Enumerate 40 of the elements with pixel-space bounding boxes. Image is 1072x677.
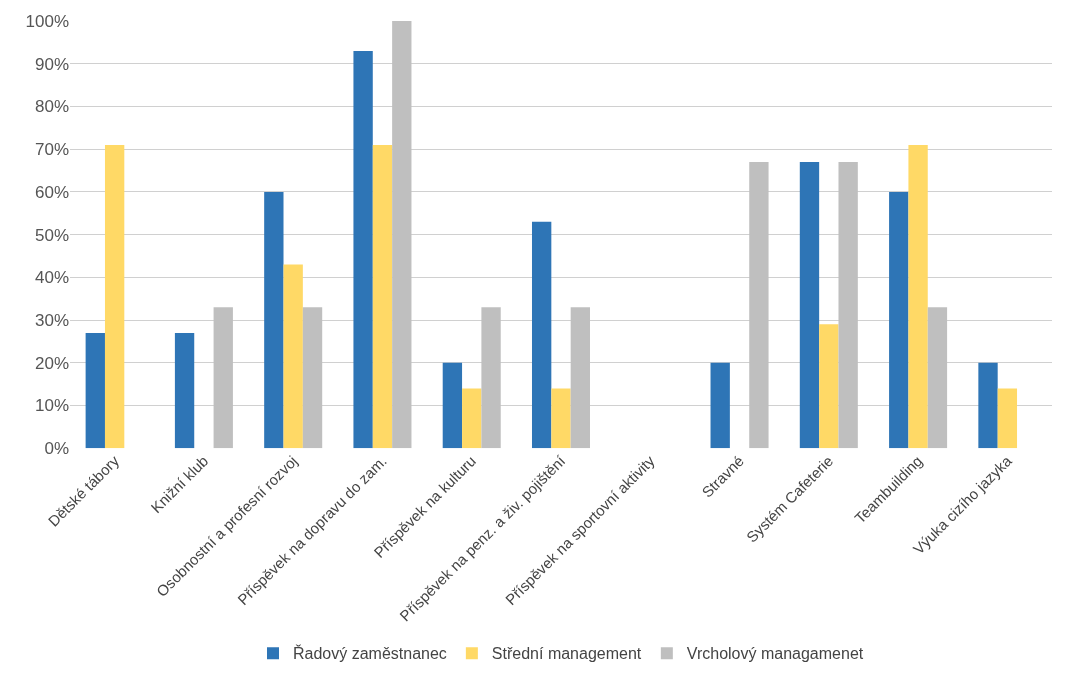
bar <box>85 332 105 449</box>
bar <box>908 144 928 449</box>
bar <box>889 191 909 449</box>
legend-label: Střední management <box>491 645 642 663</box>
y-tick-label: 90% <box>34 54 69 74</box>
bar <box>819 324 839 449</box>
legend-label: Vrcholový managamenet <box>686 645 864 663</box>
y-tick-label: 0% <box>44 439 69 459</box>
bar <box>353 50 373 449</box>
bar <box>372 144 393 449</box>
bar <box>531 221 552 449</box>
y-tick-label: 40% <box>34 268 69 288</box>
y-tick-label: 20% <box>34 353 69 373</box>
bar <box>104 144 125 449</box>
bar <box>570 307 591 449</box>
bar <box>997 388 1018 449</box>
y-tick-label: 70% <box>34 140 69 160</box>
bar <box>749 161 769 449</box>
bar <box>710 362 730 449</box>
y-tick-label: 60% <box>34 182 69 202</box>
bar <box>302 307 323 449</box>
bar <box>978 362 998 449</box>
legend-label: Řadový zaměstnanec <box>293 644 447 663</box>
y-tick-label: 80% <box>34 97 69 117</box>
bar <box>838 161 858 449</box>
y-tick-label: 10% <box>34 396 69 416</box>
y-tick-label: 30% <box>34 311 69 331</box>
bar <box>264 191 284 449</box>
bar <box>174 332 195 449</box>
bar <box>551 388 571 449</box>
bar <box>481 307 501 449</box>
y-tick-label: 50% <box>34 225 69 245</box>
bar <box>283 264 303 449</box>
bar <box>927 307 948 449</box>
y-tick-label: 100% <box>25 11 69 31</box>
bar <box>799 161 820 449</box>
bar <box>442 362 463 449</box>
bar <box>392 21 412 449</box>
bar <box>213 307 233 449</box>
bar <box>462 388 482 449</box>
